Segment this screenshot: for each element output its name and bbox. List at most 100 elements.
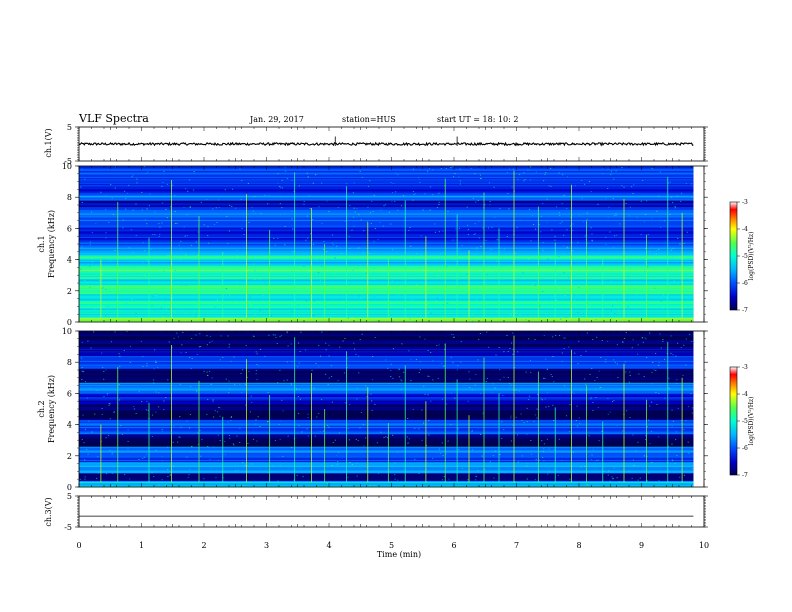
ch2-spectrogram-speckle bbox=[180, 426, 182, 428]
ch2-spectrogram-speckle bbox=[228, 435, 231, 436]
ch2-spectrogram-speckle bbox=[523, 422, 525, 424]
ch2-spectrogram-speckle bbox=[572, 452, 574, 453]
ch1-spectrogram-speckle bbox=[147, 261, 149, 263]
ch2-spectrogram-speckle bbox=[353, 342, 355, 344]
ch1-spectrogram-speckle bbox=[357, 247, 360, 249]
ch1-spectrogram-speckle bbox=[451, 166, 453, 168]
ch2-spectrogram-speckle bbox=[547, 473, 549, 475]
ch1-spectrogram-speckle bbox=[540, 215, 542, 217]
ch2-spectrogram-speckle bbox=[467, 479, 469, 481]
ch2-spectrogram-speckle bbox=[328, 344, 330, 346]
ch1-spectrogram-speckle bbox=[671, 250, 673, 251]
ch2-spectrogram-speckle bbox=[671, 459, 673, 461]
ch1-spectrogram-speckle bbox=[241, 179, 243, 181]
ch2-spectrogram-speckle bbox=[677, 408, 679, 409]
ch1-waveform-ytick-label: -5 bbox=[64, 157, 72, 166]
ch1-spectrogram-speckle bbox=[303, 203, 305, 205]
ch1-spectrogram-speckle bbox=[144, 250, 146, 251]
ch2-spectrogram-speckle bbox=[346, 451, 348, 453]
ch1-spectrogram-speckle bbox=[326, 251, 328, 252]
ch1-spectrogram-speckle bbox=[566, 229, 568, 231]
ch1-spectrogram-band bbox=[79, 302, 694, 305]
ch1-spectrogram-speckle bbox=[479, 174, 482, 176]
ch1-spectrogram-speckle bbox=[569, 311, 571, 313]
ch1-spectrogram-speckle bbox=[274, 306, 276, 308]
ch1-spectrogram-speckle bbox=[485, 240, 487, 242]
ch1-spectrogram-band bbox=[79, 192, 694, 194]
ch2-spectrogram-speckle bbox=[610, 485, 612, 487]
ch1-spectrogram-speckle bbox=[110, 184, 112, 185]
ch1-spectrogram-speckle bbox=[382, 225, 384, 227]
ch2-spectrogram-speckle bbox=[380, 431, 382, 433]
ch2-spectrogram-speckle bbox=[209, 341, 211, 343]
ch1-spectrogram-speckle bbox=[377, 166, 379, 168]
ch2-spectrogram-speckle bbox=[588, 435, 590, 437]
ch1-spectrogram-speckle bbox=[643, 270, 646, 272]
ch1-spectrogram-speckle bbox=[459, 183, 461, 185]
ch2-spectrogram-speckle bbox=[479, 333, 482, 334]
ch1-spectrogram-speckle bbox=[98, 277, 101, 279]
ch2-spectrogram-speckle bbox=[206, 335, 208, 337]
ch2-spectrogram-band bbox=[79, 335, 694, 338]
ch2-spectrogram-speckle bbox=[659, 333, 661, 335]
ch1-spectrogram-speckle bbox=[559, 223, 561, 224]
ch2-spectrogram-speckle bbox=[153, 382, 155, 384]
ch1-spectrogram-speckle bbox=[554, 239, 556, 241]
ch1-spectrogram-speckle bbox=[433, 276, 435, 278]
ch2-spectrogram-speckle bbox=[200, 455, 202, 457]
ch1-spectrogram-speckle bbox=[367, 185, 370, 187]
ch2-spectrogram-speckle bbox=[683, 429, 685, 430]
ch2-spectrogram-speckle bbox=[585, 350, 587, 352]
ch2-spectrogram-speckle bbox=[383, 437, 385, 438]
ch1-spectrogram-speckle bbox=[283, 261, 286, 263]
ch2-spectrogram-speckle bbox=[186, 456, 188, 458]
ch2-spectrogram-speckle bbox=[419, 336, 421, 338]
ch1-spectrogram-band bbox=[79, 228, 694, 230]
ch1-spectrogram-speckle bbox=[229, 205, 231, 206]
ch2-spectrogram-speckle bbox=[605, 361, 607, 363]
ch2-spectrogram-speckle bbox=[622, 341, 624, 343]
ch1-spectrogram-band bbox=[79, 270, 694, 273]
ch2-spectrogram-speckle bbox=[247, 443, 249, 444]
ch1-spectrogram-speckle bbox=[254, 270, 256, 272]
ch2-spectrogram-speckle bbox=[374, 404, 376, 405]
ch1-spectrogram-band bbox=[79, 175, 694, 178]
ch1-spectrogram-speckle bbox=[93, 267, 95, 268]
ch2-spectrogram-band bbox=[79, 417, 694, 420]
ch2-spectrogram-speckle bbox=[300, 331, 302, 333]
ch2-spectrogram-band bbox=[79, 359, 694, 362]
ch2-spectrogram-speckle bbox=[152, 379, 155, 381]
ch1-spectrogram-speckle bbox=[595, 319, 597, 320]
ch1-spectrogram-speckle bbox=[653, 273, 655, 275]
ch2-spectrogram-speckle bbox=[369, 485, 371, 486]
ch1-spectrogram-speckle bbox=[539, 305, 541, 307]
ch2-spectrogram-speckle bbox=[228, 343, 230, 345]
ch2-spectrogram-band bbox=[79, 351, 694, 353]
ch2-spectrogram-speckle bbox=[651, 401, 653, 403]
ch2-spectrogram-speckle bbox=[337, 470, 339, 472]
ch2-spectrogram-speckle bbox=[158, 392, 160, 394]
ch2-spectrogram-speckle bbox=[281, 399, 283, 401]
ch1-spectrogram-speckle bbox=[586, 212, 588, 214]
ch2-spectrogram-band bbox=[79, 389, 694, 392]
ch2-spectrogram-speckle bbox=[157, 406, 160, 408]
ch2-spectrogram-speckle bbox=[631, 347, 633, 349]
ch1-spectrogram-speckle bbox=[473, 233, 475, 235]
ch1-spectrogram-speckle bbox=[477, 200, 479, 202]
ch2-spectrogram-speckle bbox=[480, 434, 482, 435]
ch2-spectrogram-band bbox=[79, 407, 694, 410]
ch2-spectrogram-speckle bbox=[191, 358, 193, 359]
ch2-spectrogram-band bbox=[79, 426, 694, 429]
ch2-spectrogram-band bbox=[79, 398, 694, 400]
ch2-spectrogram-speckle bbox=[336, 463, 339, 465]
ch1-spectrogram-speckle bbox=[538, 224, 540, 225]
ch1-spectrogram-speckle bbox=[101, 279, 103, 281]
ch2-spectrogram-speckle bbox=[409, 423, 411, 425]
ch2-spectrogram-speckle bbox=[264, 355, 266, 357]
ch2-spectrogram-speckle bbox=[649, 443, 651, 445]
ch2-spectrogram-speckle bbox=[242, 462, 244, 463]
ch2-spectrogram-speckle bbox=[141, 401, 143, 403]
ch1-spectrogram-speckle bbox=[323, 241, 325, 242]
ch2-spectrogram-speckle bbox=[691, 468, 693, 470]
ch1-spectrogram-speckle bbox=[217, 199, 220, 201]
